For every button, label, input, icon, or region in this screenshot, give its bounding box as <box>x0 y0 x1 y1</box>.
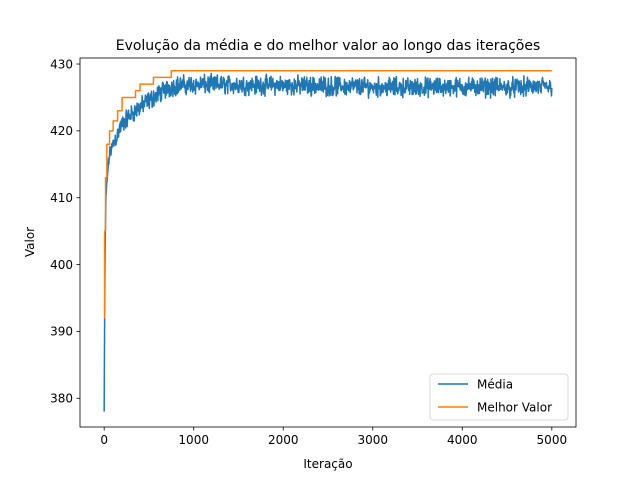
y-tick-label: 410 <box>50 191 73 205</box>
x-tick-label: 5000 <box>537 433 568 447</box>
y-tick-label: 400 <box>50 258 73 272</box>
chart-title: Evolução da média e do melhor valor ao l… <box>116 38 541 54</box>
plot-lines <box>103 69 553 412</box>
x-axis: 0 1000 2000 3000 4000 5000 <box>100 427 567 447</box>
y-tick-label: 430 <box>50 57 73 71</box>
x-axis-label: Iteração <box>303 457 352 471</box>
x-tick-label: 4000 <box>447 433 478 447</box>
legend-label-media: Média <box>477 378 513 392</box>
x-tick-label: 0 <box>100 433 108 447</box>
x-tick-label: 2000 <box>268 433 299 447</box>
legend-box <box>429 373 569 421</box>
legend: Média Melhor Valor <box>429 373 569 421</box>
y-axis: 380 390 400 410 420 430 <box>50 57 80 406</box>
legend-label-melhor-valor: Melhor Valor <box>477 401 552 415</box>
y-axis-label: Valor <box>23 227 37 257</box>
x-tick-label: 1000 <box>178 433 209 447</box>
plot-frame <box>79 57 577 428</box>
y-tick-label: 380 <box>50 392 73 406</box>
x-tick-label: 3000 <box>357 433 388 447</box>
series-line-media <box>103 72 553 412</box>
y-tick-label: 420 <box>50 124 73 138</box>
series-line-melhor-valor <box>103 69 552 319</box>
y-tick-label: 390 <box>50 325 73 339</box>
